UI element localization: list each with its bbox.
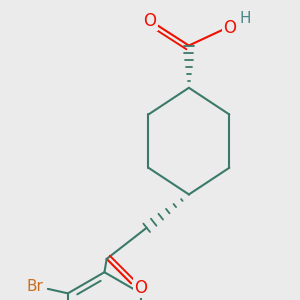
Text: O: O — [224, 19, 236, 37]
Text: H: H — [240, 11, 251, 26]
Text: Br: Br — [26, 279, 43, 294]
Text: O: O — [143, 12, 157, 30]
Text: O: O — [135, 279, 148, 297]
